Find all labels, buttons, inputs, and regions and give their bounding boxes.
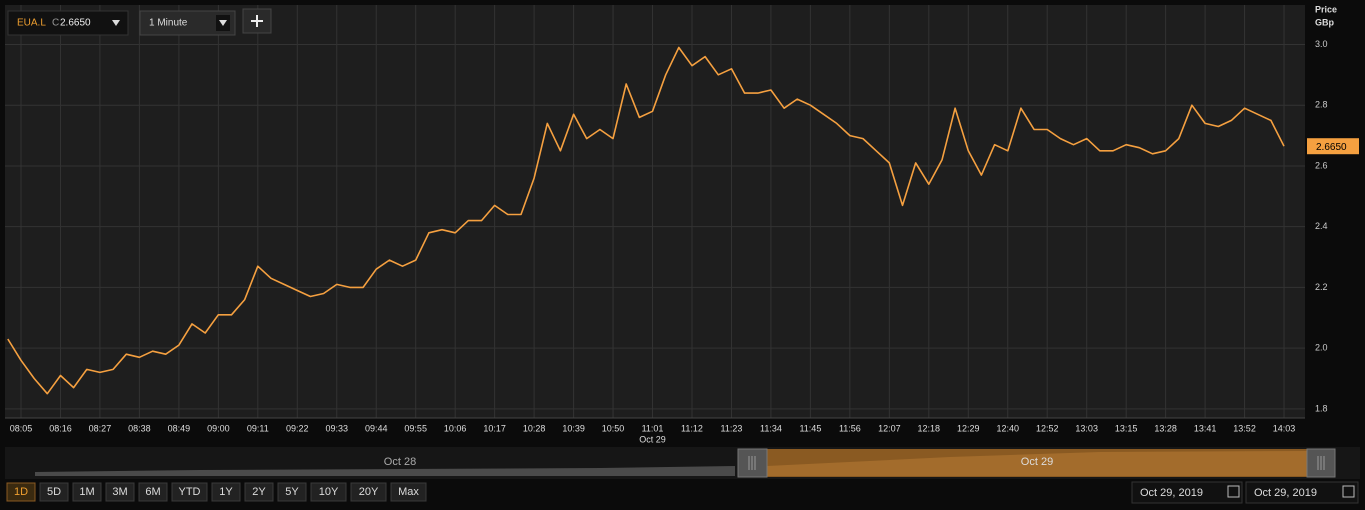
range-label: 1D [14,486,28,498]
x-tick-label: 09:55 [404,423,427,433]
date-from: Oct 29, 2019 [1140,487,1203,499]
x-tick-label: 10:06 [444,423,467,433]
last-price-label: 2.6650 [1316,142,1347,153]
range-label: 3M [112,486,127,498]
last-price-tag [1307,138,1359,155]
range-label: 2Y [252,486,266,498]
x-tick-label: 09:22 [286,423,309,433]
y-tick-label: 2.8 [1315,100,1328,110]
dropdown-icon [112,20,120,26]
date-to-box[interactable] [1245,481,1359,504]
x-tick-label: 10:39 [562,423,585,433]
x-tick-label: 08:38 [128,423,151,433]
range-button[interactable] [39,482,69,502]
date-to: Oct 29, 2019 [1254,487,1317,499]
x-tick-label: 12:07 [878,423,901,433]
navigator-silhouette [767,451,1307,476]
symbol: EUA.L [17,18,46,29]
x-tick-label: 10:50 [602,423,625,433]
x-tick-label: 11:01 [642,423,664,433]
calendar-icon[interactable] [1227,485,1240,498]
interval: 1 Minute [149,18,188,29]
x-tick-label: 08:05 [10,423,33,433]
x-tick-label: 13:28 [1154,423,1177,433]
y-tick-label: 3.0 [1315,39,1328,49]
calendar-icon[interactable] [1342,485,1355,498]
x-tick-label: 12:29 [957,423,980,433]
range-button[interactable] [6,482,36,502]
range-label: 5Y [285,486,299,498]
x-tick-label: 08:16 [49,423,72,433]
x-tick-label: 13:52 [1233,423,1256,433]
range-button[interactable] [171,482,208,502]
x-tick-label: 13:15 [1115,423,1138,433]
x-tick-label: 08:27 [89,423,112,433]
x-tick-label: 11:34 [760,423,782,433]
range-button[interactable] [277,482,307,502]
y-tick-label: 2.2 [1315,282,1328,292]
y-tick-label: 2.6 [1315,160,1328,170]
range-button[interactable] [72,482,102,502]
x-tick-label: 09:11 [247,423,269,433]
x-tick-label: 11:12 [681,423,703,433]
range-label: 1Y [219,486,233,498]
grid [5,5,1305,418]
range-label: Max [398,486,419,498]
navigator-silhouette [35,466,735,476]
range-label: 20Y [359,486,379,498]
navigator-label: Oct 28 [384,456,416,468]
x-tick-label: 09:44 [365,423,388,433]
range-button[interactable] [350,482,387,502]
add-icon [251,15,263,27]
range-label: YTD [179,486,201,498]
range-button[interactable] [390,482,427,502]
x-tick-label: 10:17 [483,423,506,433]
close-value: 2.6650 [60,18,91,29]
symbol-box[interactable] [7,10,129,36]
y-tick-label: 2.0 [1315,343,1328,353]
handle-grip [748,456,1325,470]
x-tick-label: 09:33 [325,423,348,433]
range-label: 5D [47,486,61,498]
range-button[interactable] [244,482,274,502]
x-tick-label: 12:40 [996,423,1019,433]
x-tick-label: 13:03 [1075,423,1098,433]
close-prefix: C [52,18,59,29]
x-tick-label: 11:56 [839,423,861,433]
range-button[interactable] [105,482,135,502]
x-sublabel: Oct 29 [639,434,666,444]
dropdown-icon [219,20,227,26]
plot-area [5,5,1305,418]
price-line [7,46,1285,395]
x-tick-label: 08:49 [168,423,191,433]
x-tick-label: 12:52 [1036,423,1059,433]
range-label: 1M [79,486,94,498]
x-tick-label: 10:28 [523,423,546,433]
x-tick-label: 11:23 [721,423,743,433]
navigator-label: Oct 29 [1021,456,1053,468]
y-tick-label: 1.8 [1315,403,1328,413]
range-button[interactable] [138,482,168,502]
range-label: 6M [145,486,160,498]
range-button[interactable] [211,482,241,502]
date-from-box[interactable] [1131,481,1243,504]
x-tick-label: 14:03 [1273,423,1296,433]
y-axis-title: Price [1315,4,1337,14]
range-button[interactable] [310,482,347,502]
y-axis-unit: GBp [1315,17,1335,27]
x-tick-label: 11:45 [799,423,821,433]
range-label: 10Y [319,486,339,498]
x-tick-label: 12:18 [918,423,941,433]
y-tick-label: 2.4 [1315,221,1328,231]
x-tick-label: 09:00 [207,423,230,433]
x-tick-label: 13:41 [1194,423,1217,433]
